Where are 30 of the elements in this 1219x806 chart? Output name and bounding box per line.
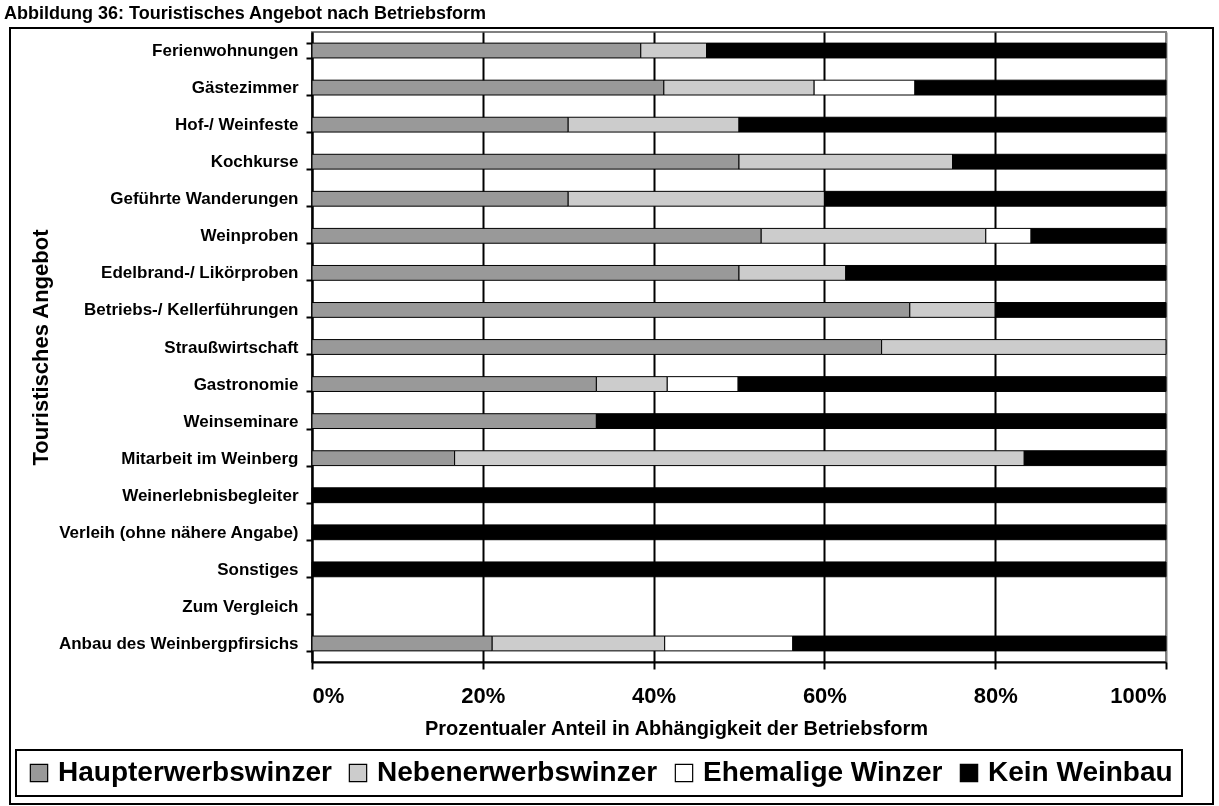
- y-tick-label: Straußwirtschaft: [164, 337, 299, 357]
- x-tick-label: 60%: [802, 682, 847, 708]
- chart-title: Abbildung 36: Touristisches Angebot nach Betriebsform: [4, 3, 487, 23]
- legend-label: Nebenerwerbswinzer: [377, 756, 658, 787]
- y-tick-label: Weinseminare: [183, 411, 299, 431]
- legend-label: Kein Weinbau: [988, 756, 1173, 787]
- y-axis-title: Touristisches Angebot: [27, 228, 53, 466]
- y-tick-label: Edelbrand-/ Likörproben: [101, 263, 299, 283]
- y-tick-label: Verleih (ohne nähere Angabe): [59, 522, 299, 542]
- y-tick-label: Weinproben: [200, 226, 299, 246]
- y-tick-label: Kochkurse: [210, 152, 299, 172]
- y-tick-label: Weinerlebnisbegleiter: [122, 485, 299, 505]
- y-tick-label: Geführte Wanderungen: [110, 189, 299, 209]
- x-tick-label: 100%: [1110, 682, 1167, 708]
- y-tick-label: Zum Vergleich: [182, 596, 299, 616]
- y-tick-label: Hof-/ Weinfeste: [175, 115, 299, 135]
- x-tick-label: 40%: [632, 682, 677, 708]
- y-tick-label: Gästezimmer: [191, 78, 299, 98]
- y-tick-label: Mitarbeit im Weinberg: [121, 448, 299, 468]
- y-tick-label: Gastronomie: [193, 374, 299, 394]
- y-tick-label: Anbau des Weinbergpfirsichs: [58, 633, 299, 653]
- y-tick-label: Betriebs-/ Kellerführungen: [84, 300, 299, 320]
- x-tick-label: 0%: [312, 682, 345, 708]
- y-tick-label: Ferienwohnungen: [152, 41, 299, 61]
- x-axis-title: Prozentualer Anteil in Abhängigkeit der Betriebsform: [424, 716, 929, 739]
- y-tick-label: Sonstiges: [217, 559, 299, 579]
- x-tick-label: 20%: [461, 682, 506, 708]
- legend-label: Haupterwerbswinzer: [58, 756, 332, 787]
- x-tick-label: 80%: [973, 682, 1018, 708]
- legend-label: Ehemalige Winzer: [703, 756, 943, 787]
